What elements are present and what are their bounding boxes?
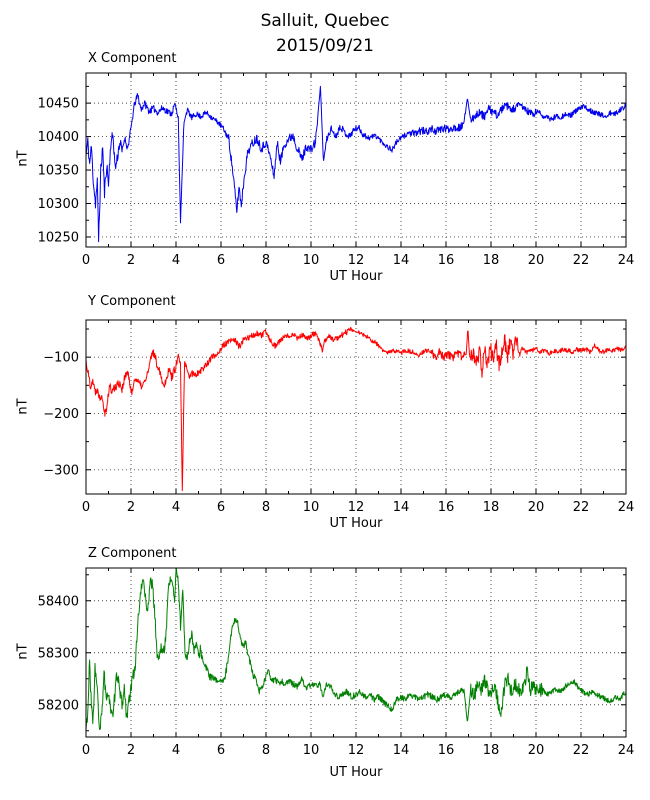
figure-title: Salluit, Quebec 2015/09/21 <box>0 9 650 59</box>
svg-text:10400: 10400 <box>38 130 79 145</box>
svg-text:16: 16 <box>438 500 455 515</box>
chart-1: 0 2 4 6 8 10 12 14 16 18 20 22 24−300−200−100 <box>43 319 635 515</box>
svg-text:10250: 10250 <box>38 230 79 245</box>
svg-text:14: 14 <box>393 500 410 515</box>
svg-text:14: 14 <box>393 743 410 758</box>
svg-text:4: 4 <box>172 500 180 515</box>
svg-text:6: 6 <box>217 253 225 268</box>
svg-text:−300: −300 <box>43 463 79 478</box>
svg-text:22: 22 <box>573 743 590 758</box>
svg-text:0: 0 <box>82 500 90 515</box>
y-component-title: Y Component <box>88 294 176 309</box>
svg-text:24: 24 <box>618 743 635 758</box>
svg-text:12: 12 <box>348 253 365 268</box>
y-component-xaxis-label: UT Hour <box>329 516 383 531</box>
svg-text:4: 4 <box>172 743 180 758</box>
observation-date: 2015/09/21 <box>276 36 374 56</box>
svg-text:8: 8 <box>262 500 270 515</box>
svg-text:10300: 10300 <box>38 197 79 212</box>
svg-text:8: 8 <box>262 253 270 268</box>
svg-text:12: 12 <box>348 500 365 515</box>
station-name: Salluit, Quebec <box>260 11 390 31</box>
svg-text:0: 0 <box>82 743 90 758</box>
svg-text:58400: 58400 <box>38 594 79 609</box>
svg-text:12: 12 <box>348 743 365 758</box>
svg-text:10: 10 <box>303 500 320 515</box>
svg-text:8: 8 <box>262 743 270 758</box>
svg-text:58300: 58300 <box>38 646 79 661</box>
svg-text:0: 0 <box>82 253 90 268</box>
svg-text:2: 2 <box>127 253 135 268</box>
svg-text:22: 22 <box>573 253 590 268</box>
z-component-xaxis-label: UT Hour <box>329 765 383 780</box>
svg-text:10: 10 <box>303 253 320 268</box>
svg-text:18: 18 <box>483 743 500 758</box>
svg-text:10: 10 <box>303 743 320 758</box>
svg-text:16: 16 <box>438 743 455 758</box>
svg-text:24: 24 <box>618 500 635 515</box>
svg-text:22: 22 <box>573 500 590 515</box>
chart-0: 0 2 4 6 8 10 12 14 16 18 20 22 241025010300103501040… <box>38 72 635 268</box>
svg-text:2: 2 <box>127 500 135 515</box>
svg-text:−100: −100 <box>43 351 79 366</box>
svg-text:58200: 58200 <box>38 698 79 713</box>
svg-text:16: 16 <box>438 253 455 268</box>
svg-text:6: 6 <box>217 500 225 515</box>
svg-text:24: 24 <box>618 253 635 268</box>
svg-text:2: 2 <box>127 743 135 758</box>
x-component-title: X Component <box>88 51 177 66</box>
z-component-title: Z Component <box>88 546 177 561</box>
svg-text:6: 6 <box>217 743 225 758</box>
svg-text:10350: 10350 <box>38 164 79 179</box>
svg-text:14: 14 <box>393 253 410 268</box>
x-component-xaxis-label: UT Hour <box>329 269 383 284</box>
svg-text:20: 20 <box>528 500 545 515</box>
svg-text:−200: −200 <box>43 407 79 422</box>
svg-text:20: 20 <box>528 743 545 758</box>
svg-text:4: 4 <box>172 253 180 268</box>
svg-text:20: 20 <box>528 253 545 268</box>
svg-text:18: 18 <box>483 500 500 515</box>
svg-text:18: 18 <box>483 253 500 268</box>
svg-text:10450: 10450 <box>38 97 79 112</box>
